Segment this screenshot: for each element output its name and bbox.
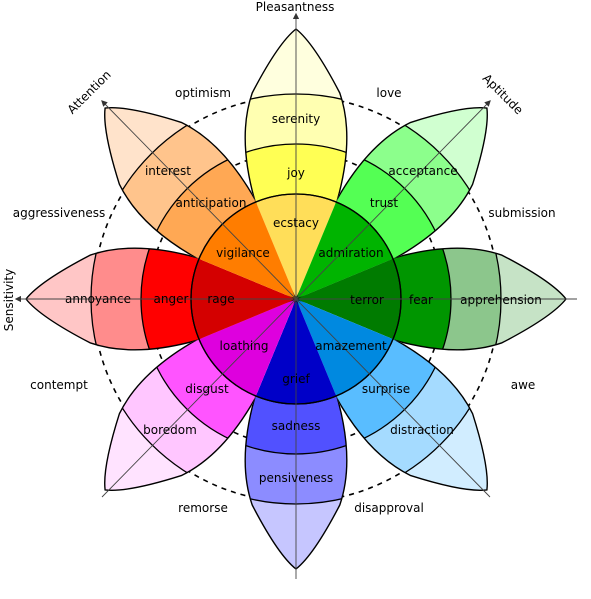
- petals-layer: [25, 28, 567, 570]
- petal-orange-outline: [104, 107, 297, 300]
- petal-purple: [104, 299, 297, 491]
- dyad-optimism: optimism: [175, 86, 231, 100]
- label-disgust: disgust: [185, 382, 229, 396]
- petal-orange-band-middle: [140, 143, 296, 299]
- label-ecstacy: ecstacy: [273, 216, 319, 230]
- dyad-awe: awe: [511, 378, 536, 392]
- petal-orange-band-inner: [190, 193, 296, 299]
- label-pensiveness: pensiveness: [259, 471, 333, 485]
- label-serenity: serenity: [272, 112, 320, 126]
- petal-green-band-inner: [296, 193, 402, 299]
- label-terror: terror: [350, 293, 384, 307]
- dyad-love: love: [376, 86, 401, 100]
- label-sadness: sadness: [272, 419, 321, 433]
- petal-blue-band-inner: [296, 299, 402, 405]
- dyad-disapproval: disapproval: [354, 501, 424, 515]
- label-acceptance: acceptance: [388, 164, 457, 178]
- petal-green: [296, 107, 488, 300]
- label-annoyance: annoyance: [65, 292, 131, 306]
- diag-left-axis-line: [101, 100, 491, 498]
- axis-lines: [14, 12, 577, 579]
- label-loathing: loathing: [220, 339, 269, 353]
- label-vigilance: vigilance: [216, 246, 270, 260]
- label-admiration: admiration: [318, 246, 383, 260]
- axis-title-horizontal: Sensitivity: [2, 269, 16, 331]
- petal-purple-band-middle: [140, 299, 296, 455]
- label-grief: grief: [282, 372, 310, 386]
- petal-purple-outline: [104, 299, 297, 491]
- dyad-aggressiveness: aggressiveness: [13, 206, 105, 220]
- petal-blue-band-middle: [296, 299, 452, 455]
- dyad-remorse: remorse: [178, 501, 228, 515]
- dyad-contempt: contempt: [30, 378, 88, 392]
- emotion-labels: ecstacy joy serenity admiration trust ac…: [65, 112, 542, 485]
- petal-blue-outline: [296, 299, 488, 491]
- petal-green-band-middle: [296, 143, 452, 299]
- petal-blue: [296, 299, 488, 491]
- label-distraction: distraction: [390, 423, 454, 437]
- label-interest: interest: [145, 164, 191, 178]
- label-trust: trust: [370, 196, 398, 210]
- petal-purple-band-inner: [190, 299, 296, 405]
- label-apprehension: apprehension: [460, 293, 542, 307]
- axis-title-vertical: Pleasantness: [256, 0, 335, 14]
- label-anticipation: anticipation: [176, 196, 247, 210]
- petal-orange: [104, 107, 297, 300]
- petal-green-outline: [296, 107, 488, 300]
- label-joy: joy: [286, 166, 305, 180]
- label-surprise: surprise: [362, 382, 410, 396]
- label-rage: rage: [207, 292, 234, 306]
- label-amazement: amazement: [315, 339, 387, 353]
- dyad-submission: submission: [488, 206, 555, 220]
- label-boredom: boredom: [143, 423, 197, 437]
- label-fear: fear: [409, 293, 433, 307]
- label-anger: anger: [154, 292, 189, 306]
